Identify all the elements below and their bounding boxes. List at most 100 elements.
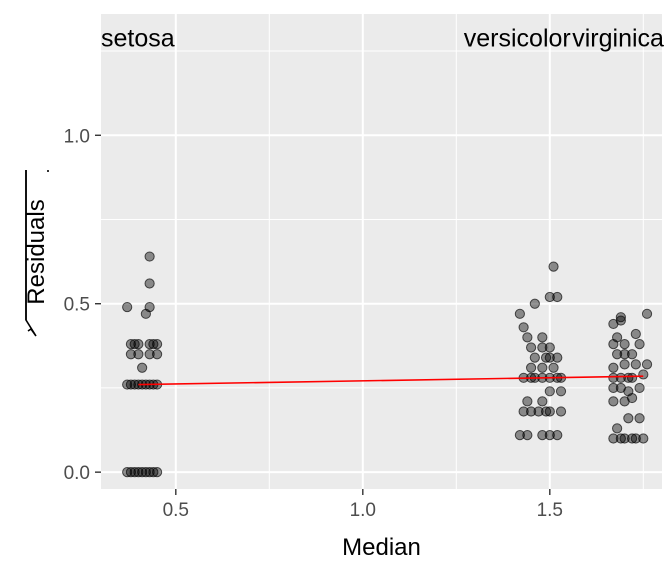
data-point-setosa [152,467,163,478]
data-point-virginica [641,359,653,370]
y-axis-title-group: Residuals [23,170,50,337]
data-point-versicolor [529,352,540,363]
data-point-virginica [615,315,626,326]
y-tick-label: 0.5 [64,295,90,316]
data-point-versicolor [544,291,555,303]
group-label-setosa: setosa [101,25,175,53]
x-tick-label: 1.0 [350,500,376,521]
data-point-versicolor [518,406,529,417]
data-point-versicolor [548,362,559,373]
data-point-virginica [626,433,638,444]
data-point-virginica [630,359,641,370]
data-points [122,251,653,478]
data-point-virginica [623,372,634,383]
data-point-setosa [129,467,140,478]
data-point-setosa [122,467,133,478]
data-point-versicolor [514,308,525,319]
data-point-setosa [133,339,144,350]
data-point-versicolor [552,352,563,363]
data-point-virginica [615,372,626,383]
group-label-versicolor: versicolor [464,25,571,53]
data-point-versicolor [544,386,555,397]
group-labels: setosa versicolor virginica [101,25,664,53]
data-point-versicolor [544,429,555,441]
data-point-setosa [125,467,137,478]
data-point-versicolor [540,352,552,363]
data-point-virginica [626,349,638,360]
data-point-virginica [619,349,630,360]
group-label-virginica: virginica [572,25,664,53]
data-point-setosa [144,467,155,478]
x-tick-label: 1.5 [537,500,563,521]
data-point-versicolor [533,406,544,417]
data-point-virginica [608,433,619,444]
data-point-setosa [152,349,163,360]
data-point-versicolor [537,342,548,353]
data-point-versicolor [544,406,555,417]
data-point-setosa [137,467,148,478]
y-axis-title: Residuals [23,199,50,304]
data-point-setosa [129,339,140,350]
data-point-virginica [608,382,619,394]
data-point-virginica [623,413,634,424]
data-point-virginica [619,433,630,444]
data-point-virginica [615,312,626,323]
data-point-setosa [125,379,137,390]
data-point-versicolor [552,429,563,441]
data-point-virginica [623,386,634,397]
data-point-setosa [122,301,133,313]
data-point-setosa [144,339,155,350]
x-tick-label: 0.5 [163,500,189,521]
data-point-versicolor [555,386,567,397]
data-point-setosa [140,467,151,478]
data-point-virginica [638,433,649,444]
data-point-virginica [608,372,619,383]
x-axis-title: Median [342,534,421,561]
data-point-versicolor [537,362,548,373]
data-point-setosa [125,339,137,350]
data-point-virginica [612,423,623,434]
data-point-virginica [641,308,653,319]
y-tick-label: 0.0 [64,463,90,484]
data-point-setosa [125,349,137,360]
data-point-versicolor [552,291,563,303]
major-gridlines [101,14,662,489]
data-point-virginica [634,382,645,394]
data-point-virginica [630,328,641,340]
plot-panel [101,14,662,489]
data-point-versicolor [529,298,540,309]
axes: 0.5 1.0 1.5 0.0 0.5 1.0 [64,126,563,521]
y-tick-label: 1.0 [64,126,90,147]
data-point-versicolor [537,396,548,407]
data-point-virginica [630,433,641,444]
data-point-setosa [144,301,155,313]
data-point-versicolor [537,332,548,343]
data-point-setosa [148,467,159,478]
data-point-setosa [133,349,144,360]
trend-line [138,375,644,386]
data-point-virginica [619,339,630,350]
data-point-virginica [619,359,630,370]
data-point-virginica [626,372,638,383]
data-point-setosa [133,467,144,478]
data-point-versicolor [514,429,525,441]
data-point-setosa [144,251,155,262]
data-point-virginica [608,362,619,373]
data-point-versicolor [526,406,537,417]
data-point-setosa [148,339,159,350]
data-point-virginica [634,413,645,424]
data-point-setosa [144,278,155,289]
data-point-versicolor [544,342,555,353]
data-point-virginica [608,396,619,407]
data-point-versicolor [518,322,529,333]
data-point-versicolor [522,332,533,343]
data-point-versicolor [526,342,537,353]
data-point-setosa [152,339,163,350]
data-point-versicolor [540,406,552,417]
data-point-virginica [612,332,623,343]
data-point-virginica [612,349,623,360]
data-point-virginica [615,433,626,444]
data-point-virginica [634,339,645,350]
data-point-versicolor [537,429,548,441]
